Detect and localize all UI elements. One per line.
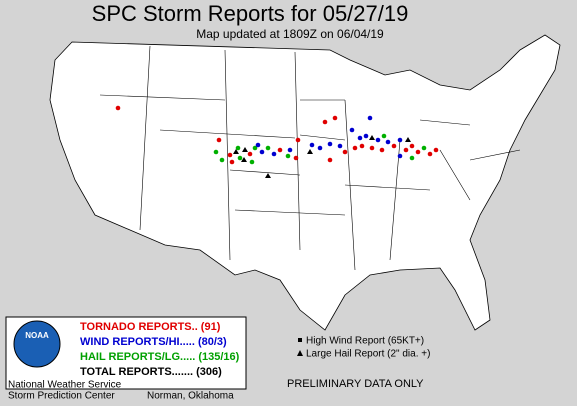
report-dot bbox=[285, 153, 291, 159]
report-dot bbox=[115, 105, 121, 111]
report-dot bbox=[265, 173, 271, 178]
report-dot bbox=[317, 145, 323, 151]
report-dot bbox=[277, 147, 283, 153]
report-dot bbox=[309, 142, 315, 148]
high-wind-symbol bbox=[298, 338, 302, 342]
report-dot bbox=[265, 145, 271, 151]
report-dot bbox=[287, 147, 293, 153]
total-count: TOTAL REPORTS....... (306) bbox=[80, 366, 222, 378]
high-wind-key: High Wind Report (65KT+) bbox=[306, 336, 424, 347]
report-dot bbox=[409, 155, 415, 161]
report-dot bbox=[255, 142, 261, 148]
hail-count: HAIL REPORTS/LG..... (135/16) bbox=[80, 351, 240, 363]
report-dot bbox=[216, 137, 222, 143]
report-dot bbox=[337, 143, 343, 149]
report-dot bbox=[369, 135, 375, 140]
report-dot bbox=[327, 141, 333, 147]
tornado-count: TORNADO REPORTS.. (91) bbox=[80, 321, 221, 333]
report-dot bbox=[397, 137, 403, 143]
report-dot bbox=[235, 145, 241, 151]
storm-reports bbox=[115, 105, 439, 178]
report-dot bbox=[391, 143, 397, 149]
report-dot bbox=[252, 145, 258, 151]
agency-name: National Weather Service bbox=[8, 380, 122, 391]
report-dot bbox=[332, 115, 338, 121]
large-hail-key: Large Hail Report (2" dia. +) bbox=[306, 349, 430, 360]
wind-count: WIND REPORTS/HI..... (80/3) bbox=[80, 336, 227, 348]
report-dot bbox=[381, 133, 387, 139]
report-dot bbox=[227, 152, 233, 158]
report-dot bbox=[379, 147, 385, 153]
report-dot bbox=[409, 143, 415, 149]
report-dot bbox=[433, 147, 439, 153]
report-dot bbox=[403, 147, 409, 153]
large-hail-symbol bbox=[297, 350, 303, 356]
report-dot bbox=[247, 151, 253, 157]
preliminary-note: PRELIMINARY DATA ONLY bbox=[287, 378, 424, 390]
report-dot bbox=[242, 147, 248, 152]
report-dot bbox=[233, 149, 239, 154]
report-dot bbox=[295, 137, 301, 143]
report-dot bbox=[213, 149, 219, 155]
report-dot bbox=[369, 145, 375, 151]
report-dot bbox=[307, 149, 313, 154]
report-dot bbox=[322, 119, 328, 125]
report-dot bbox=[327, 157, 333, 163]
report-dot bbox=[357, 135, 363, 141]
report-dot bbox=[349, 127, 355, 133]
report-dot bbox=[421, 145, 427, 151]
logo-text: NOAA bbox=[25, 331, 49, 340]
report-dot bbox=[367, 115, 373, 121]
report-dot bbox=[241, 157, 247, 162]
state-lines bbox=[99, 45, 521, 271]
report-dot bbox=[415, 149, 421, 155]
report-dot bbox=[271, 151, 277, 157]
title: SPC Storm Reports for 05/27/19 bbox=[92, 1, 409, 26]
agency-location: Norman, Oklahoma bbox=[147, 391, 234, 402]
report-dot bbox=[405, 137, 411, 142]
report-dot bbox=[352, 145, 358, 151]
report-dot bbox=[293, 155, 299, 161]
report-dot bbox=[249, 159, 255, 165]
subtitle: Map updated at 1809Z on 06/04/19 bbox=[196, 27, 384, 41]
noaa-logo bbox=[13, 320, 61, 368]
report-dot bbox=[219, 157, 225, 163]
report-dot bbox=[385, 139, 391, 145]
agency-center: Storm Prediction Center bbox=[8, 391, 115, 402]
us-land bbox=[49, 34, 561, 331]
report-dot bbox=[259, 149, 265, 155]
report-dot bbox=[397, 153, 403, 159]
report-dot bbox=[342, 149, 348, 155]
report-dot bbox=[237, 155, 243, 161]
report-dot bbox=[229, 159, 235, 165]
report-dot bbox=[375, 137, 381, 143]
report-dot bbox=[363, 133, 369, 139]
report-dot bbox=[427, 151, 433, 157]
report-dot bbox=[359, 143, 365, 149]
